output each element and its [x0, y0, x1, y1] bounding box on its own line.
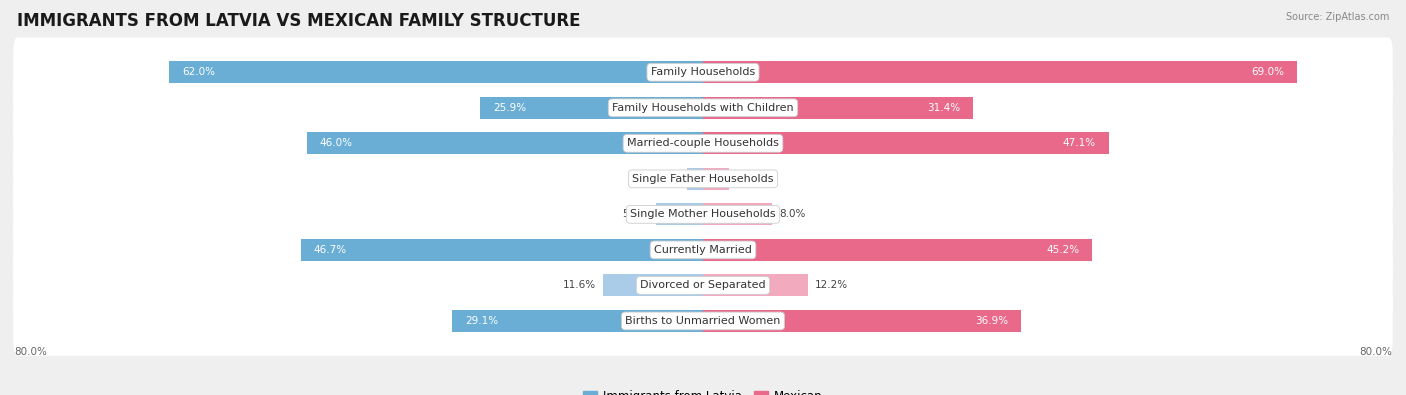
Text: Single Mother Households: Single Mother Households: [630, 209, 776, 219]
Bar: [603, 275, 703, 296]
Text: 31.4%: 31.4%: [928, 103, 960, 113]
Text: Births to Unmarried Women: Births to Unmarried Women: [626, 316, 780, 326]
Text: 46.0%: 46.0%: [319, 138, 353, 148]
Bar: [703, 310, 1021, 332]
Text: 46.7%: 46.7%: [314, 245, 347, 255]
Bar: [703, 168, 728, 190]
Text: 47.1%: 47.1%: [1063, 138, 1095, 148]
Text: 62.0%: 62.0%: [181, 67, 215, 77]
Bar: [307, 132, 703, 154]
Text: 1.9%: 1.9%: [654, 174, 679, 184]
Text: 80.0%: 80.0%: [1360, 346, 1392, 357]
Text: Single Father Households: Single Father Households: [633, 174, 773, 184]
Text: Married-couple Households: Married-couple Households: [627, 138, 779, 148]
FancyBboxPatch shape: [13, 286, 1393, 356]
Bar: [703, 203, 772, 226]
Text: Divorced or Separated: Divorced or Separated: [640, 280, 766, 290]
FancyBboxPatch shape: [13, 109, 1393, 178]
FancyBboxPatch shape: [13, 180, 1393, 249]
Bar: [703, 275, 808, 296]
Bar: [655, 203, 703, 226]
FancyBboxPatch shape: [13, 144, 1393, 214]
Text: 8.0%: 8.0%: [779, 209, 806, 219]
Bar: [703, 239, 1092, 261]
Bar: [703, 61, 1298, 83]
Bar: [479, 97, 703, 119]
Bar: [453, 310, 703, 332]
FancyBboxPatch shape: [13, 38, 1393, 107]
Legend: Immigrants from Latvia, Mexican: Immigrants from Latvia, Mexican: [578, 385, 828, 395]
Bar: [686, 168, 703, 190]
Text: 29.1%: 29.1%: [465, 316, 499, 326]
Bar: [703, 97, 973, 119]
Text: Family Households with Children: Family Households with Children: [612, 103, 794, 113]
Bar: [703, 132, 1108, 154]
Text: 80.0%: 80.0%: [14, 346, 46, 357]
Text: 45.2%: 45.2%: [1046, 245, 1080, 255]
Text: 36.9%: 36.9%: [974, 316, 1008, 326]
Text: Family Households: Family Households: [651, 67, 755, 77]
Text: IMMIGRANTS FROM LATVIA VS MEXICAN FAMILY STRUCTURE: IMMIGRANTS FROM LATVIA VS MEXICAN FAMILY…: [17, 12, 581, 30]
Text: 12.2%: 12.2%: [815, 280, 848, 290]
Text: 3.0%: 3.0%: [735, 174, 762, 184]
Text: 69.0%: 69.0%: [1251, 67, 1284, 77]
FancyBboxPatch shape: [13, 215, 1393, 285]
Text: 5.5%: 5.5%: [623, 209, 648, 219]
Text: Currently Married: Currently Married: [654, 245, 752, 255]
FancyBboxPatch shape: [13, 73, 1393, 143]
Text: 11.6%: 11.6%: [562, 280, 596, 290]
Text: 25.9%: 25.9%: [494, 103, 526, 113]
FancyBboxPatch shape: [13, 250, 1393, 320]
Bar: [301, 239, 703, 261]
Bar: [169, 61, 703, 83]
Text: Source: ZipAtlas.com: Source: ZipAtlas.com: [1285, 12, 1389, 22]
